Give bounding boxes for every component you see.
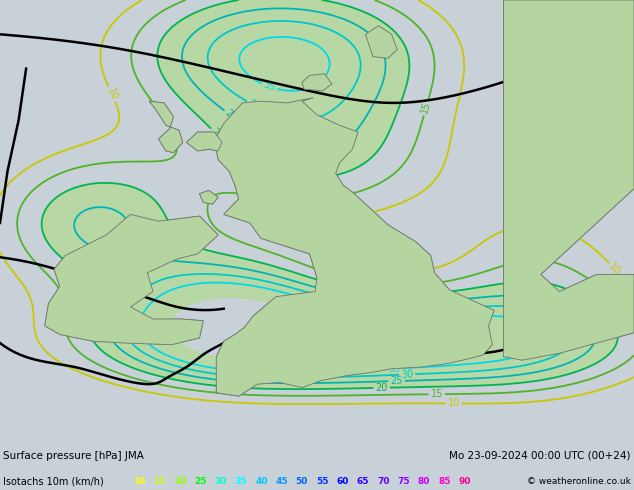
Text: 10: 10 (607, 261, 623, 277)
Text: 20: 20 (174, 477, 186, 486)
Text: 40: 40 (255, 477, 268, 486)
Polygon shape (45, 215, 218, 344)
Text: 20: 20 (209, 126, 224, 143)
Text: 30: 30 (247, 98, 262, 113)
Text: 90: 90 (458, 477, 471, 486)
Text: 30: 30 (214, 477, 227, 486)
Text: 25: 25 (390, 376, 403, 386)
Text: 15: 15 (153, 477, 166, 486)
Polygon shape (186, 132, 222, 151)
Text: Isotachs 10m (km/h): Isotachs 10m (km/h) (3, 476, 104, 486)
Polygon shape (149, 101, 183, 153)
Text: 35: 35 (235, 477, 247, 486)
Text: 65: 65 (357, 477, 369, 486)
Text: 70: 70 (377, 477, 389, 486)
Polygon shape (365, 25, 397, 58)
Polygon shape (302, 74, 332, 91)
Polygon shape (302, 74, 332, 91)
Text: © weatheronline.co.uk: © weatheronline.co.uk (527, 477, 631, 486)
Text: Mo 23-09-2024 00:00 UTC (00+24): Mo 23-09-2024 00:00 UTC (00+24) (450, 451, 631, 461)
Text: 25: 25 (194, 477, 207, 486)
Polygon shape (186, 132, 222, 151)
Polygon shape (503, 0, 634, 360)
Text: 60: 60 (337, 477, 349, 486)
Polygon shape (503, 0, 634, 360)
Text: 10: 10 (133, 477, 146, 486)
Polygon shape (214, 98, 494, 396)
Text: 25: 25 (223, 108, 239, 123)
Text: 10: 10 (448, 398, 460, 409)
Text: 45: 45 (275, 477, 288, 486)
Polygon shape (45, 215, 218, 344)
Text: 15: 15 (420, 100, 432, 115)
Text: Surface pressure [hPa] JMA: Surface pressure [hPa] JMA (3, 451, 144, 461)
Polygon shape (200, 191, 218, 204)
Text: 55: 55 (316, 477, 328, 486)
Text: 20: 20 (375, 383, 388, 393)
Text: 35: 35 (262, 80, 277, 94)
Polygon shape (214, 98, 494, 396)
Text: 85: 85 (438, 477, 451, 486)
Polygon shape (200, 191, 218, 204)
Text: 35: 35 (388, 363, 401, 374)
Text: 50: 50 (295, 477, 308, 486)
Polygon shape (149, 101, 183, 153)
Text: 10: 10 (105, 86, 119, 102)
Text: 80: 80 (418, 477, 430, 486)
Polygon shape (365, 25, 397, 58)
Text: 75: 75 (398, 477, 410, 486)
Text: 15: 15 (430, 389, 443, 399)
Text: 30: 30 (401, 369, 413, 380)
